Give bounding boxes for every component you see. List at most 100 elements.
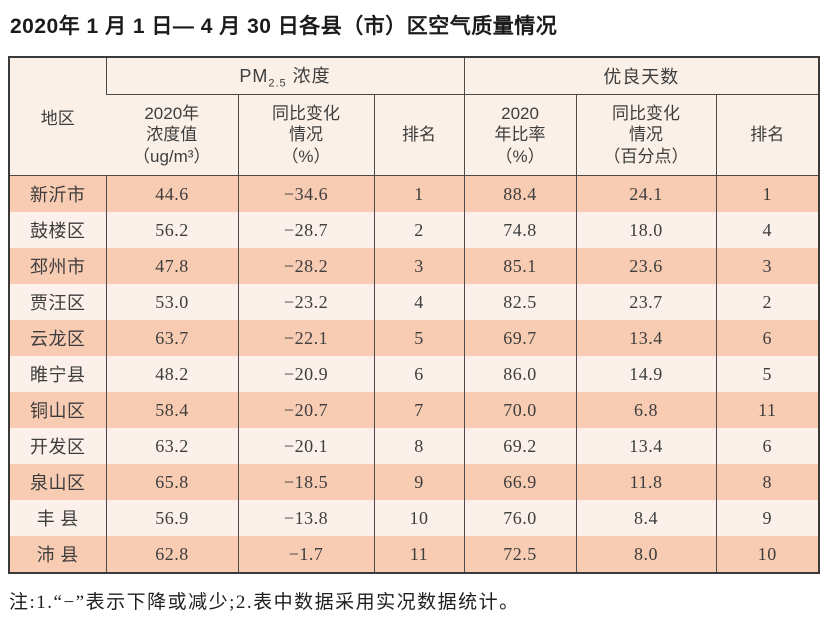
table-header: 地区 PM2.5 浓度 优良天数 2020年 浓度值 （ug/m³） 同比变化 … (9, 57, 820, 176)
pm25-value-cell: 63.7 (105, 320, 238, 356)
pm25-rank-cell: 4 (373, 284, 465, 320)
good-rate-cell: 66.9 (463, 464, 577, 500)
good-change-cell: 6.8 (575, 392, 717, 428)
header-good-days-group: 优良天数 (463, 57, 820, 95)
good-rank-cell: 11 (715, 392, 820, 428)
table-row: 贾汪区 53.0 −23.2 4 82.5 23.7 2 (9, 284, 820, 320)
good-rank-cell: 10 (715, 536, 820, 573)
pm25-change-cell: −34.6 (237, 175, 374, 212)
region-cell: 邳州市 (9, 248, 106, 284)
table-row: 沛 县 62.8 −1.7 11 72.5 8.0 10 (9, 536, 820, 573)
table-row: 开发区 63.2 −20.1 8 69.2 13.4 6 (9, 428, 820, 464)
region-cell: 丰 县 (9, 500, 106, 536)
region-cell: 泉山区 (9, 464, 106, 500)
pm25-value-cell: 48.2 (105, 356, 238, 392)
good-rank-cell: 8 (715, 464, 820, 500)
good-rate-cell: 70.0 (463, 392, 577, 428)
good-rate-cell: 76.0 (463, 500, 577, 536)
good-change-cell: 23.7 (575, 284, 717, 320)
header-rate: 2020 年比率 （%） (463, 94, 577, 176)
good-rate-cell: 82.5 (463, 284, 577, 320)
pm25-change-cell: −13.8 (237, 500, 374, 536)
good-rate-cell: 86.0 (463, 356, 577, 392)
pm25-rank-cell: 7 (373, 392, 465, 428)
pm25-value-cell: 58.4 (105, 392, 238, 428)
good-rate-cell: 72.5 (463, 536, 577, 573)
header-pm-change: 同比变化 情况 （%） (237, 94, 374, 176)
pm25-suffix: 浓度 (286, 66, 331, 87)
good-rate-cell: 69.7 (463, 320, 577, 356)
good-rate-cell: 88.4 (463, 175, 577, 212)
good-rank-cell: 2 (715, 284, 820, 320)
good-rate-cell: 85.1 (463, 248, 577, 284)
pm25-rank-cell: 9 (373, 464, 465, 500)
header-region: 地区 (9, 57, 106, 176)
good-rank-cell: 6 (715, 428, 820, 464)
pm25-prefix: PM (239, 66, 269, 87)
pm25-value-cell: 44.6 (105, 175, 238, 212)
pm25-subscript: 2.5 (268, 77, 287, 90)
pm25-value-cell: 56.2 (105, 212, 238, 248)
good-change-cell: 13.4 (575, 428, 717, 464)
good-change-cell: 18.0 (575, 212, 717, 248)
table-row: 新沂市 44.6 −34.6 1 88.4 24.1 1 (9, 175, 820, 212)
region-cell: 贾汪区 (9, 284, 106, 320)
table-row: 云龙区 63.7 −22.1 5 69.7 13.4 6 (9, 320, 820, 356)
region-cell: 铜山区 (9, 392, 106, 428)
table-row: 邳州市 47.8 −28.2 3 85.1 23.6 3 (9, 248, 820, 284)
good-change-cell: 14.9 (575, 356, 717, 392)
region-cell: 开发区 (9, 428, 106, 464)
pm25-change-cell: −28.2 (237, 248, 374, 284)
pm25-value-cell: 53.0 (105, 284, 238, 320)
pm25-change-cell: −18.5 (237, 464, 374, 500)
table-row: 铜山区 58.4 −20.7 7 70.0 6.8 11 (9, 392, 820, 428)
pm25-value-cell: 62.8 (105, 536, 238, 573)
pm25-change-cell: −20.7 (237, 392, 374, 428)
pm25-rank-cell: 6 (373, 356, 465, 392)
region-cell: 新沂市 (9, 175, 106, 212)
region-cell: 沛 县 (9, 536, 106, 573)
header-rate-change: 同比变化 情况 （百分点） (575, 94, 717, 176)
good-rank-cell: 4 (715, 212, 820, 248)
region-cell: 鼓楼区 (9, 212, 106, 248)
good-rank-cell: 9 (715, 500, 820, 536)
pm25-rank-cell: 10 (373, 500, 465, 536)
header-good-rank: 排名 (715, 94, 820, 176)
pm25-rank-cell: 5 (373, 320, 465, 356)
pm25-change-cell: −22.1 (237, 320, 374, 356)
pm25-rank-cell: 11 (373, 536, 465, 573)
good-change-cell: 8.4 (575, 500, 717, 536)
pm25-value-cell: 65.8 (105, 464, 238, 500)
pm25-value-cell: 63.2 (105, 428, 238, 464)
pm25-change-cell: −20.9 (237, 356, 374, 392)
table-row: 鼓楼区 56.2 −28.7 2 74.8 18.0 4 (9, 212, 820, 248)
table-body: 新沂市 44.6 −34.6 1 88.4 24.1 1 鼓楼区 56.2 −2… (9, 175, 820, 573)
pm25-change-cell: −28.7 (237, 212, 374, 248)
good-rate-cell: 74.8 (463, 212, 577, 248)
good-change-cell: 11.8 (575, 464, 717, 500)
good-rank-cell: 5 (715, 356, 820, 392)
pm25-value-cell: 47.8 (105, 248, 238, 284)
region-cell: 睢宁县 (9, 356, 106, 392)
air-quality-table: 地区 PM2.5 浓度 优良天数 2020年 浓度值 （ug/m³） 同比变化 … (8, 56, 821, 574)
page-title: 2020年 1 月 1 日— 4 月 30 日各县（市）区空气质量情况 (10, 15, 558, 38)
good-rank-cell: 1 (715, 175, 820, 212)
header-pm-rank: 排名 (373, 94, 465, 176)
good-rank-cell: 3 (715, 248, 820, 284)
good-rank-cell: 6 (715, 320, 820, 356)
region-cell: 云龙区 (9, 320, 106, 356)
header-pm-value: 2020年 浓度值 （ug/m³） (106, 94, 238, 176)
pm25-rank-cell: 8 (373, 428, 465, 464)
pm25-change-cell: −20.1 (237, 428, 374, 464)
good-change-cell: 8.0 (575, 536, 717, 573)
good-change-cell: 13.4 (575, 320, 717, 356)
good-change-cell: 23.6 (575, 248, 717, 284)
pm25-rank-cell: 1 (373, 175, 465, 212)
pm25-value-cell: 56.9 (105, 500, 238, 536)
pm25-rank-cell: 2 (373, 212, 465, 248)
pm25-change-cell: −23.2 (237, 284, 374, 320)
table-row: 泉山区 65.8 −18.5 9 66.9 11.8 8 (9, 464, 820, 500)
good-rate-cell: 69.2 (463, 428, 577, 464)
footnote: 注:1.“−”表示下降或减少;2.表中数据采用实况数据统计。 (9, 592, 520, 613)
